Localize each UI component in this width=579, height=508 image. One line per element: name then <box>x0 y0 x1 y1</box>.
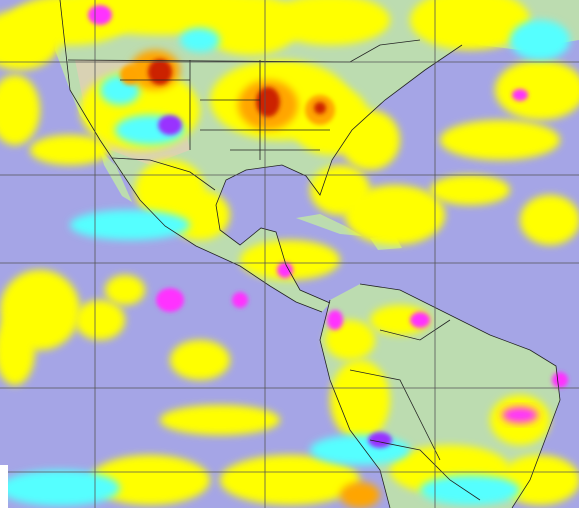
west-coast <box>59 0 323 313</box>
weather-blob <box>90 455 210 505</box>
weather-blob <box>510 20 570 60</box>
weather-blob <box>340 482 380 508</box>
weather-blob <box>0 315 35 385</box>
andes-coast <box>319 299 391 508</box>
weather-blob <box>0 470 120 506</box>
state-borders <box>120 60 330 160</box>
weather-blob <box>420 475 520 505</box>
weather-blob <box>0 75 40 145</box>
weather-blob <box>368 432 392 448</box>
weather-blob <box>70 210 190 240</box>
weather-blob <box>120 65 140 85</box>
weather-blob <box>325 320 375 360</box>
weather-blob <box>370 305 430 335</box>
weather-blob <box>30 135 110 165</box>
weather-blob <box>75 300 125 340</box>
canada-border <box>67 39 421 63</box>
weather-blob <box>330 360 390 440</box>
weather-blob <box>310 435 410 465</box>
borders <box>59 0 561 508</box>
weather-blob <box>345 185 445 245</box>
weather-blob <box>256 87 280 117</box>
weather-blob <box>160 405 280 435</box>
weather-blob <box>88 5 112 25</box>
weather-blob <box>327 310 343 330</box>
cuba <box>296 214 362 236</box>
weather-blob <box>500 455 579 505</box>
weather-blob <box>148 59 172 85</box>
weather-blob <box>170 340 230 380</box>
weather-blob <box>277 262 293 278</box>
weather-blob <box>520 195 579 245</box>
weather-blob <box>180 28 220 52</box>
weather-blob <box>340 110 400 170</box>
weather-blob <box>314 102 326 114</box>
weather-blob <box>495 60 579 120</box>
weather-blob <box>105 275 145 305</box>
weather-blob <box>158 115 182 135</box>
sa-coast <box>359 283 561 508</box>
weather-blob <box>232 292 248 308</box>
weather-blob <box>410 0 530 50</box>
weather-blob <box>270 0 390 45</box>
weather-blob <box>430 175 510 205</box>
weather-blob <box>156 288 184 312</box>
weather-blob <box>440 120 560 160</box>
baja <box>100 150 132 202</box>
mexico-border <box>111 157 216 191</box>
weather-blob <box>502 407 538 423</box>
weather-blob <box>512 89 528 101</box>
weather-blob <box>410 312 430 328</box>
weather-blob <box>552 372 568 388</box>
weather-blob <box>220 455 360 505</box>
corner-patch <box>0 465 8 508</box>
